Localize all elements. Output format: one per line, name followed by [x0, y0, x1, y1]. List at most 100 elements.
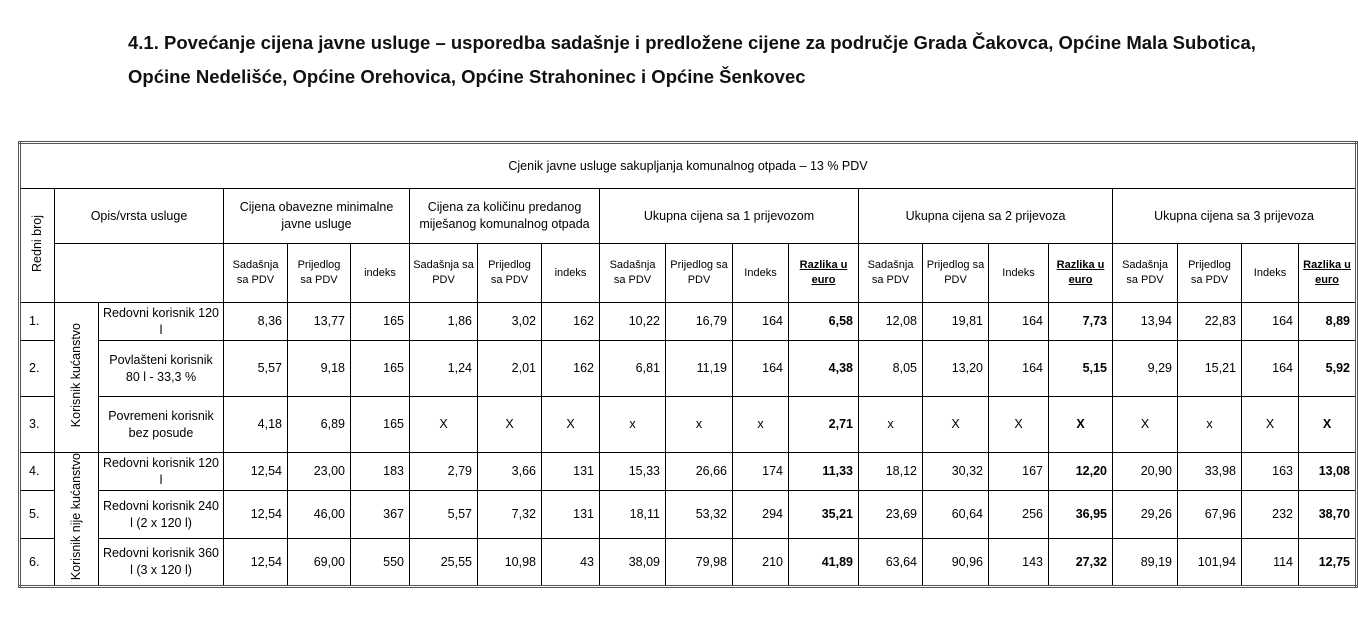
value-cell: 4,18 [223, 396, 288, 453]
sub-header: Prijedlog sa PDV [1177, 243, 1242, 303]
sub-header: Indeks [732, 243, 789, 303]
value-cell: 174 [732, 451, 789, 492]
value-cell: 60,64 [922, 490, 989, 540]
value-cell: 183 [350, 451, 410, 492]
value-cell: 90,96 [922, 538, 989, 588]
value-cell: 256 [988, 490, 1049, 540]
group-header: Cijena obavezne minimalne javne usluge [223, 188, 410, 244]
value-cell: X [1241, 396, 1299, 453]
header-cell [54, 243, 224, 303]
value-cell: 2,79 [409, 451, 478, 492]
value-cell: 6,89 [287, 396, 351, 453]
value-cell: X [922, 396, 989, 453]
value-cell: 89,19 [1112, 538, 1178, 588]
group-header: Ukupna cijena sa 1 prijevozom [599, 188, 859, 244]
value-cell: x [1177, 396, 1242, 453]
table-row: Sadašnja sa PDV Prijedlog sa PDV indeks Sad… [20, 243, 1357, 303]
value-cell: 210 [732, 538, 789, 588]
service-label: Povremeni korisnik bez posude [98, 396, 224, 453]
value-cell: 41,89 [788, 538, 859, 588]
value-cell: 79,98 [665, 538, 733, 588]
value-cell: X [1112, 396, 1178, 453]
value-cell: 16,79 [665, 302, 733, 341]
value-cell: 10,98 [477, 538, 542, 588]
value-cell: 43 [541, 538, 600, 588]
value-cell: x [858, 396, 923, 453]
value-cell: 8,89 [1298, 302, 1357, 341]
value-cell: 162 [541, 302, 600, 341]
table-row: Redni broj Opis/vrsta usluge Cijena obavez… [19, 188, 1357, 303]
value-cell: 5,57 [223, 340, 288, 397]
table-row: 2. Povlašteni korisnik 80 l - 33,3 % 5,57 9… [19, 340, 1357, 397]
value-cell: 12,54 [223, 490, 288, 540]
sub-header: Prijedlog sa PDV [665, 243, 733, 303]
value-cell: 164 [1241, 340, 1299, 397]
group-header: Ukupna cijena sa 2 prijevoza [858, 188, 1113, 244]
table-row: 1. Korisnik kućanstvo Redovni korisnik 120… [19, 302, 1357, 453]
row-number: 4. [19, 451, 55, 492]
value-cell: 18,11 [599, 490, 666, 540]
value-cell: X [409, 396, 478, 453]
group-header: Cijena za količinu predanog miješanog ko… [409, 188, 600, 244]
value-cell: 30,32 [922, 451, 989, 492]
value-cell: 163 [1241, 451, 1299, 492]
sub-header: Sadašnja sa PDV [858, 243, 923, 303]
value-cell: 550 [350, 538, 410, 588]
sub-header: Razlika u euro [1048, 243, 1113, 303]
table-row: 4. Korisnik nije kućanstvo Redovni korisni… [19, 451, 1357, 588]
value-cell: 164 [732, 302, 789, 341]
value-cell: 35,21 [788, 490, 859, 540]
value-cell: 13,08 [1298, 451, 1357, 492]
value-cell: 10,22 [599, 302, 666, 341]
value-cell: 23,69 [858, 490, 923, 540]
value-cell: 8,36 [223, 302, 288, 341]
service-label: Redovni korisnik 240 l (2 x 120 l) [98, 490, 224, 540]
value-cell: 165 [350, 396, 410, 453]
value-cell: 3,66 [477, 451, 542, 492]
value-cell: X [1298, 396, 1357, 453]
price-table: Cjenik javne usluge sakupljanja komunaln… [18, 141, 1358, 589]
value-cell: 22,83 [1177, 302, 1242, 341]
value-cell: 53,32 [665, 490, 733, 540]
value-cell: 13,94 [1112, 302, 1178, 341]
value-cell: 6,58 [788, 302, 859, 341]
table-row: Cjenik javne usluge sakupljanja komunaln… [19, 142, 1357, 189]
value-cell: 1,86 [409, 302, 478, 341]
value-cell: 36,95 [1048, 490, 1113, 540]
value-cell: 9,29 [1112, 340, 1178, 397]
sub-header: Sadašnja sa PDV [223, 243, 288, 303]
value-cell: x [732, 396, 789, 453]
sub-header: Razlika u euro [788, 243, 859, 303]
value-cell: 69,00 [287, 538, 351, 588]
group-header: Ukupna cijena sa 3 prijevoza [1112, 188, 1357, 244]
value-cell: 26,66 [665, 451, 733, 492]
table-row: 3. Povremeni korisnik bez posude 4,18 6,89 1… [19, 396, 1357, 453]
value-cell: 164 [1241, 302, 1299, 341]
value-cell: 12,20 [1048, 451, 1113, 492]
value-cell: 13,20 [922, 340, 989, 397]
service-label: Redovni korisnik 360 l (3 x 120 l) [98, 538, 224, 588]
sub-header: Sadašnja sa PDV [1112, 243, 1178, 303]
value-cell: 8,05 [858, 340, 923, 397]
sub-header: Sadašnja sa PDV [409, 243, 478, 303]
user-group: Korisnik kućanstvo [54, 302, 99, 453]
value-cell: 25,55 [409, 538, 478, 588]
header-cell: Redni broj [19, 188, 55, 303]
value-cell: 164 [732, 340, 789, 397]
service-label: Povlašteni korisnik 80 l - 33,3 % [98, 340, 224, 397]
value-cell: 7,32 [477, 490, 542, 540]
value-cell: 4,38 [788, 340, 859, 397]
service-label: Redovni korisnik 120 l [98, 302, 224, 341]
value-cell: x [665, 396, 733, 453]
value-cell: 9,18 [287, 340, 351, 397]
value-cell: 162 [541, 340, 600, 397]
document-title: 4.1. Povećanje cijena javne usluge – usp… [128, 32, 1256, 87]
value-cell: 6,81 [599, 340, 666, 397]
value-cell: 367 [350, 490, 410, 540]
value-cell: 164 [988, 340, 1049, 397]
value-cell: 12,08 [858, 302, 923, 341]
value-cell: 15,21 [1177, 340, 1242, 397]
value-cell: X [988, 396, 1049, 453]
sub-header: Indeks [1241, 243, 1299, 303]
value-cell: 18,12 [858, 451, 923, 492]
